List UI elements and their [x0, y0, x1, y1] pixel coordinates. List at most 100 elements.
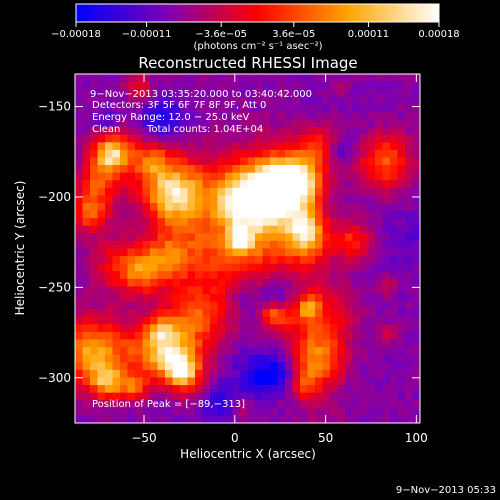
- heatmap-cell: [367, 165, 376, 174]
- heatmap-cell: [210, 225, 219, 234]
- heatmap-cell: [157, 248, 166, 257]
- heatmap-cell: [135, 309, 144, 318]
- heatmap-cell: [112, 104, 121, 113]
- heatmap-cell: [225, 187, 234, 196]
- heatmap-cell: [127, 331, 136, 341]
- heatmap-cell: [135, 271, 144, 280]
- heatmap-cell: [180, 202, 189, 212]
- heatmap-cell: [180, 354, 189, 363]
- heatmap-cell: [97, 111, 106, 121]
- heatmap-cell: [255, 392, 264, 401]
- heatmap-cell: [210, 271, 219, 280]
- heatmap-cell: [337, 157, 346, 166]
- heatmap-cell: [360, 119, 369, 128]
- heatmap-cell: [397, 225, 406, 234]
- heatmap-cell: [82, 225, 91, 234]
- heatmap-cell: [232, 248, 241, 257]
- heatmap-cell: [292, 339, 301, 348]
- heatmap-cell: [292, 81, 301, 90]
- heatmap-cell: [157, 233, 166, 242]
- heatmap-cell: [157, 157, 166, 166]
- heatmap-cell: [405, 385, 414, 394]
- heatmap-cell: [97, 210, 106, 219]
- heatmap-cell: [127, 256, 136, 265]
- heatmap-cell: [172, 119, 181, 128]
- heatmap-cell: [277, 195, 286, 204]
- heatmap-cell: [367, 81, 376, 90]
- heatmap-cell: [315, 271, 324, 280]
- heatmap-cell: [367, 354, 376, 363]
- heatmap-cell: [375, 180, 384, 189]
- heatmap-cell: [112, 96, 121, 105]
- heatmap-cell: [307, 172, 316, 181]
- heatmap-cell: [307, 218, 316, 227]
- heatmap-cell: [240, 294, 249, 303]
- heatmap-cell: [345, 172, 354, 181]
- heatmap-cell: [180, 339, 189, 348]
- heatmap-cell: [75, 134, 84, 143]
- heatmap-cell: [352, 172, 361, 181]
- heatmap-cell: [405, 347, 414, 356]
- heatmap-cell: [307, 104, 316, 113]
- heatmap-cell: [277, 301, 286, 310]
- heatmap-cell: [232, 157, 241, 166]
- heatmap-cell: [367, 210, 376, 219]
- heatmap-cell: [390, 369, 399, 379]
- heatmap-cell: [165, 172, 174, 181]
- heatmap-cell: [307, 165, 316, 174]
- heatmap-cell: [82, 301, 91, 310]
- heatmap-cell: [405, 309, 414, 318]
- heatmap-cell: [97, 407, 106, 417]
- heatmap-cell: [405, 89, 414, 98]
- heatmap-cell: [345, 309, 354, 318]
- heatmap-cell: [247, 286, 256, 295]
- heatmap-cell: [120, 286, 129, 295]
- heatmap-cell: [360, 263, 369, 272]
- heatmap-cell: [367, 248, 376, 257]
- heatmap-cell: [172, 263, 181, 272]
- heatmap-cell: [322, 339, 331, 348]
- heatmap-cell: [277, 96, 286, 105]
- heatmap-cell: [82, 149, 91, 159]
- heatmap-cell: [195, 263, 204, 272]
- heatmap-cell: [412, 331, 420, 341]
- heatmap-cell: [247, 165, 256, 174]
- heatmap-cell: [75, 415, 84, 423]
- heatmap-cell: [217, 407, 226, 417]
- heatmap-cell: [150, 271, 159, 280]
- heatmap-cell: [195, 165, 204, 174]
- heatmap-cell: [322, 195, 331, 204]
- heatmap-cell: [210, 256, 219, 265]
- heatmap-cell: [225, 119, 234, 128]
- heatmap-cell: [210, 195, 219, 204]
- heatmap-cell: [120, 301, 129, 310]
- heatmap-cell: [142, 74, 151, 83]
- heatmap-cell: [315, 142, 324, 151]
- heatmap-cell: [382, 225, 391, 234]
- heatmap-cell: [127, 240, 136, 250]
- heatmap-cell: [217, 256, 226, 265]
- heatmap-cell: [195, 309, 204, 318]
- heatmap-cell: [315, 218, 324, 227]
- heatmap-cell: [390, 415, 399, 423]
- y-tick-label: −150: [38, 100, 71, 114]
- heatmap-cell: [232, 233, 241, 242]
- heatmap-cell: [390, 187, 399, 196]
- heatmap-cell: [202, 263, 211, 272]
- heatmap-cell: [127, 324, 136, 333]
- heatmap-cell: [285, 89, 294, 98]
- heatmap-cell: [277, 157, 286, 166]
- heatmap-cell: [127, 157, 136, 166]
- heatmap-cell: [127, 81, 136, 90]
- heatmap-cell: [135, 347, 144, 356]
- heatmap-cell: [382, 74, 391, 83]
- heatmap-cell: [195, 142, 204, 151]
- heatmap-cell: [352, 263, 361, 272]
- heatmap-cell: [120, 149, 129, 159]
- heatmap-cell: [262, 301, 271, 310]
- heatmap-cell: [120, 96, 129, 105]
- heatmap-cell: [285, 149, 294, 159]
- heatmap-cell: [157, 119, 166, 128]
- heatmap-cell: [405, 286, 414, 295]
- heatmap-cell: [195, 187, 204, 196]
